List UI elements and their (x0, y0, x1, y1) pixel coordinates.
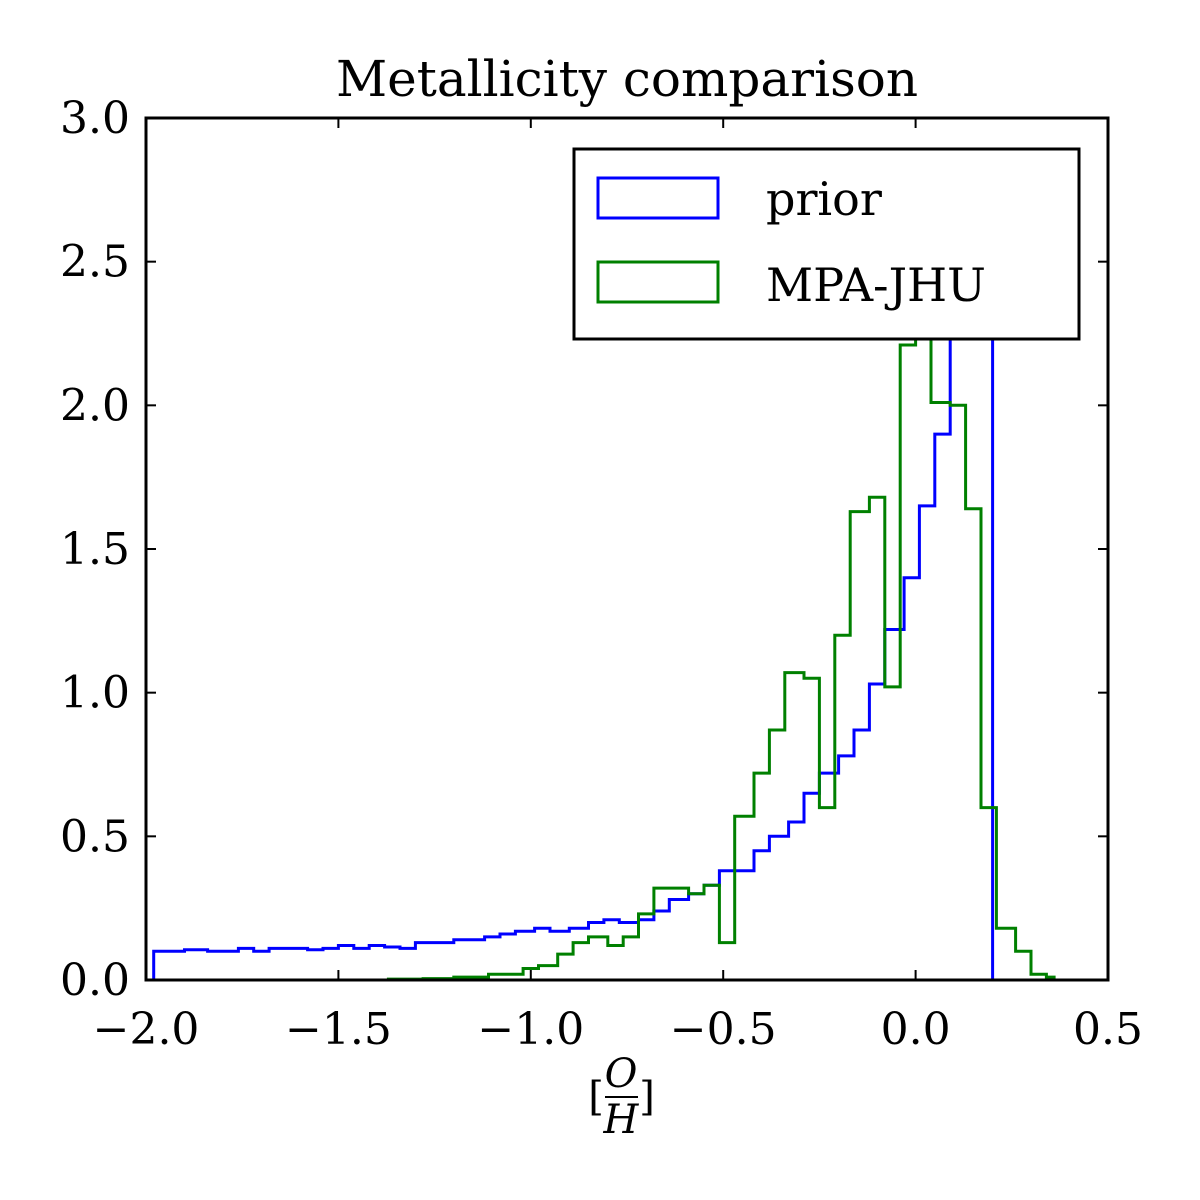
x-tick-labels: −2.0 −1.5 −1.0 −0.5 0.0 0.5 (93, 1004, 1143, 1055)
y-tick-label: 2.5 (60, 237, 130, 288)
legend: prior MPA-JHU (572, 147, 1081, 341)
x-axis-label-bracket-right: ] (639, 1074, 655, 1120)
y-tick-labels: 0.0 0.5 1.0 1.5 2.0 2.5 3.0 (60, 93, 130, 1006)
histogram-mpa-jhu (386, 202, 1056, 980)
y-tick-label: 3.0 (60, 93, 130, 144)
chart-title: Metallicity comparison (336, 50, 918, 108)
x-tick-label: 0.5 (1073, 1004, 1143, 1055)
y-tick-label: 0.0 (60, 955, 130, 1006)
x-axis-label-denominator: H (603, 1097, 640, 1143)
x-tick-label: −2.0 (93, 1004, 200, 1055)
y-tick-label: 1.5 (60, 524, 130, 575)
y-tick-label: 0.5 (60, 811, 130, 862)
x-tick-label: −0.5 (670, 1004, 777, 1055)
legend-swatch-mpa-jhu (596, 260, 720, 304)
y-tick-label: 2.0 (60, 380, 130, 431)
plot-frame (144, 116, 1110, 982)
legend-label-mpa-jhu: MPA-JHU (766, 258, 986, 312)
histogram-series (152, 202, 1056, 980)
x-axis-label-numerator: O (605, 1051, 638, 1097)
histogram-prior (152, 202, 995, 980)
x-axis-label-bracket-left: [ (588, 1074, 604, 1120)
y-tick-label: 1.0 (60, 668, 130, 719)
legend-box (572, 147, 1081, 341)
legend-swatch-prior (596, 176, 720, 220)
x-tick-label: −1.0 (477, 1004, 584, 1055)
legend-label-prior: prior (766, 172, 882, 226)
x-axis-label: [ O H ] (588, 1051, 655, 1143)
x-tick-label: −1.5 (285, 1004, 392, 1055)
x-tick-label: 0.0 (881, 1004, 951, 1055)
